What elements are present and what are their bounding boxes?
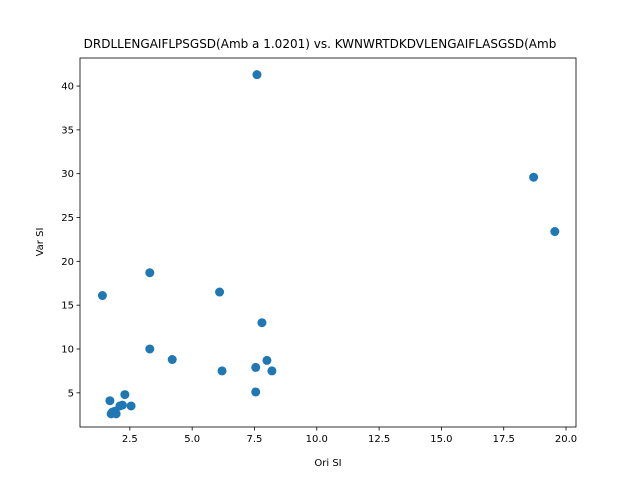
data-point bbox=[251, 362, 261, 372]
data-point bbox=[145, 268, 155, 278]
data-point bbox=[120, 390, 130, 400]
data-point bbox=[267, 366, 277, 376]
y-axis-ticks: 5 10 15 20 25 30 35 40 bbox=[61, 82, 80, 399]
data-point bbox=[217, 366, 227, 376]
data-point bbox=[251, 387, 261, 397]
y-tick-label: 25 bbox=[61, 213, 74, 224]
plot-area-frame bbox=[79, 57, 577, 428]
data-point bbox=[550, 227, 560, 237]
x-tick-label: 5.0 bbox=[184, 434, 200, 445]
data-point bbox=[126, 401, 136, 411]
x-tick-label: 2.5 bbox=[122, 434, 138, 445]
x-tick-label: 12.5 bbox=[368, 434, 390, 445]
data-point bbox=[257, 318, 267, 328]
y-axis-label: Var SI bbox=[35, 228, 46, 257]
data-point bbox=[105, 396, 115, 406]
x-tick-label: 20.0 bbox=[555, 434, 577, 445]
data-point bbox=[97, 291, 107, 301]
x-tick-label: 17.5 bbox=[493, 434, 515, 445]
x-tick-label: 10.0 bbox=[306, 434, 328, 445]
x-axis-ticks: 2.5 5.0 7.5 10.0 12.5 15.0 17.5 20.0 bbox=[122, 427, 577, 445]
y-tick-label: 5 bbox=[68, 388, 74, 399]
data-point bbox=[167, 355, 177, 365]
y-tick-label: 20 bbox=[61, 257, 74, 268]
y-tick-label: 10 bbox=[61, 344, 74, 355]
y-tick-label: 40 bbox=[61, 82, 74, 93]
data-point bbox=[252, 70, 262, 80]
y-tick-label: 35 bbox=[61, 125, 74, 136]
x-tick-label: 15.0 bbox=[430, 434, 452, 445]
data-point bbox=[145, 344, 155, 354]
data-point bbox=[529, 172, 539, 182]
data-point bbox=[215, 287, 225, 297]
data-point bbox=[111, 409, 121, 419]
chart-title: DRDLLENGAIFLPSGSD(Amb a 1.0201) vs. KWNW… bbox=[84, 37, 557, 51]
y-tick-label: 30 bbox=[61, 169, 74, 180]
data-point bbox=[262, 355, 272, 365]
points-layer bbox=[97, 70, 560, 419]
y-tick-label: 15 bbox=[61, 301, 74, 312]
x-axis-label: Ori SI bbox=[314, 458, 341, 469]
x-tick-label: 7.5 bbox=[247, 434, 263, 445]
